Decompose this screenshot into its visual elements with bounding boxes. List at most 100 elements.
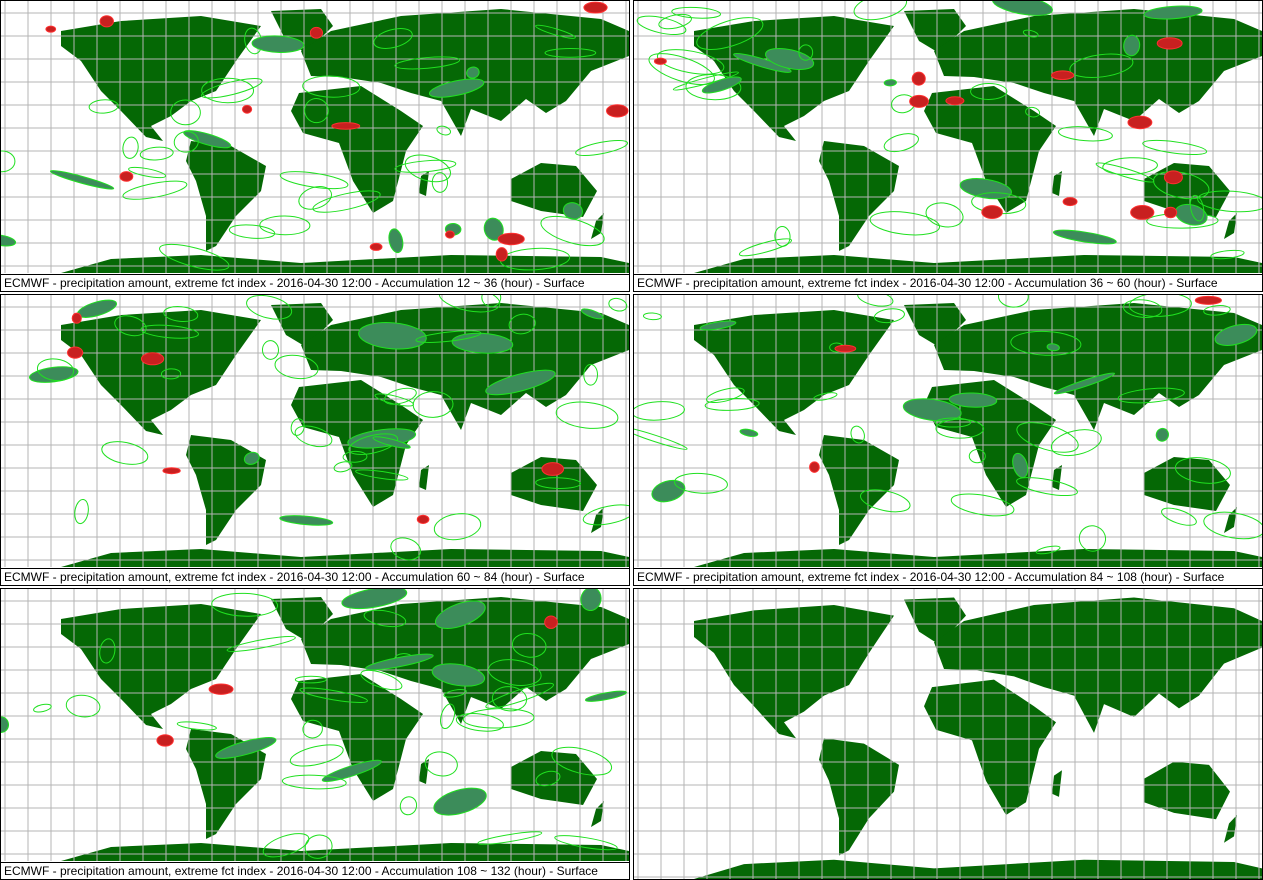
contour [246, 295, 293, 320]
contour [436, 125, 452, 136]
extreme-area [416, 514, 430, 524]
land [694, 255, 1262, 273]
extreme-area [1156, 37, 1183, 50]
contour [1123, 34, 1141, 57]
contour [1, 150, 16, 173]
contour [580, 308, 604, 320]
land [186, 729, 266, 839]
contour [383, 387, 417, 405]
caption: ECMWF - precipitation amount, extreme fc… [1, 568, 629, 585]
contour [211, 592, 279, 617]
extreme-area [119, 171, 134, 182]
extreme-area [445, 230, 455, 239]
contour [883, 133, 919, 153]
contour [274, 354, 319, 380]
contour [1161, 507, 1197, 526]
contour [243, 451, 260, 465]
land [904, 303, 966, 347]
contour [485, 369, 556, 396]
contour [1197, 190, 1262, 213]
contour [294, 675, 327, 684]
contour [170, 99, 201, 126]
contour [176, 721, 217, 731]
extreme-area [1130, 205, 1155, 220]
contour [935, 418, 985, 439]
extreme-area [140, 352, 165, 366]
extreme-area [981, 205, 1003, 220]
map-panel: ECMWF - precipitation amount, extreme fc… [0, 588, 630, 880]
map [634, 295, 1262, 567]
contour [658, 13, 692, 30]
contour [584, 690, 627, 702]
caption: ECMWF - precipitation amount, extreme fc… [634, 568, 1262, 585]
contour [873, 308, 905, 324]
contour [656, 49, 725, 75]
land [271, 597, 333, 641]
contour [575, 139, 629, 156]
contour [304, 834, 333, 859]
contour [704, 398, 760, 411]
contour [466, 66, 480, 79]
land [291, 86, 423, 213]
contour [1010, 330, 1082, 356]
extreme-area [497, 232, 525, 246]
contour [738, 238, 793, 257]
contour [869, 211, 941, 236]
contour [540, 215, 605, 247]
contour [399, 796, 418, 816]
land [694, 549, 1262, 567]
contour [1022, 29, 1039, 38]
caption: ECMWF - precipitation amount, extreme fc… [1, 862, 629, 879]
contour [29, 366, 79, 383]
extreme-area [99, 15, 114, 28]
extreme-area [1062, 197, 1078, 207]
contour [483, 217, 504, 241]
extreme-area [834, 344, 857, 353]
map-panel [633, 588, 1263, 880]
contour [733, 53, 792, 73]
contour [1, 234, 17, 247]
extreme-area [45, 25, 57, 33]
contour [1016, 477, 1078, 497]
contour [372, 436, 411, 449]
contour [860, 489, 911, 513]
contour [634, 401, 685, 421]
contour [535, 770, 561, 787]
land [1052, 465, 1062, 490]
contour [934, 417, 972, 428]
contour [36, 358, 75, 382]
contour [1050, 429, 1102, 457]
extreme-area [1164, 206, 1178, 219]
contour [774, 226, 791, 247]
contour [1210, 249, 1245, 260]
contour [415, 330, 482, 343]
contour [455, 713, 504, 732]
contour [648, 53, 715, 86]
land [61, 16, 261, 141]
contour [1203, 305, 1231, 316]
contour [671, 6, 722, 19]
contour [363, 609, 407, 628]
contour [434, 600, 486, 629]
contour [582, 504, 629, 526]
contour [358, 322, 427, 350]
contour [122, 136, 139, 159]
contour [262, 833, 310, 858]
contour [959, 178, 1012, 200]
contour [348, 433, 399, 455]
contour [1143, 5, 1203, 20]
extreme-area [241, 104, 253, 114]
contour [970, 83, 1008, 100]
land [61, 604, 261, 729]
contour [462, 708, 535, 729]
contour [88, 99, 119, 114]
land [924, 86, 1056, 213]
extreme-area [67, 346, 84, 359]
contour [290, 418, 305, 436]
contour [544, 48, 597, 58]
contour [554, 835, 618, 851]
contour [580, 589, 602, 612]
contour [298, 186, 332, 210]
contour [491, 686, 528, 712]
extreme-area [495, 247, 508, 262]
